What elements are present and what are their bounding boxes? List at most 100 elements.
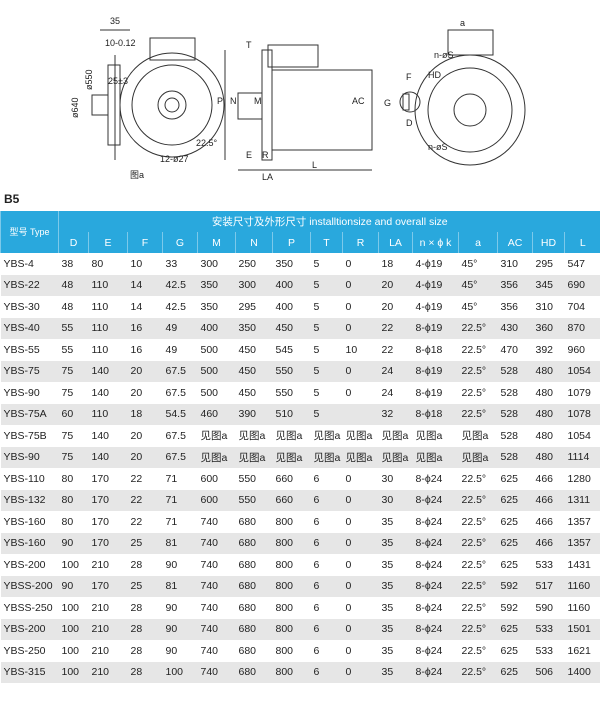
column-header: T [310, 232, 343, 253]
cell: 35 [378, 661, 413, 683]
column-header: M [197, 232, 236, 253]
cell: 42.5 [165, 300, 186, 313]
cell: 22.5° [458, 317, 498, 339]
cell: 10 [130, 257, 143, 270]
cell: 870 [564, 317, 600, 339]
cell: 450 [238, 386, 257, 399]
cell: 见图a [275, 430, 303, 443]
cell: 100 [61, 601, 80, 614]
cell: 71 [165, 515, 178, 528]
column-header: n × ϕ k [412, 232, 459, 253]
cell: 18 [381, 257, 394, 270]
cell: 67.5 [162, 446, 198, 468]
cell: 1501 [564, 618, 600, 640]
cell: 5 [310, 317, 343, 339]
column-header: HD [532, 232, 565, 253]
cell: 8-ϕ24 [412, 489, 459, 511]
cell: 625 [497, 661, 533, 683]
cell: 见图a [342, 446, 379, 468]
cell: 22.5° [461, 601, 487, 614]
cell: 6 [313, 515, 320, 528]
cell: YBS-160 [3, 515, 46, 528]
cell: 0 [342, 661, 379, 683]
cell: 8-ϕ24 [415, 601, 443, 614]
cell: 81 [162, 575, 198, 597]
cell: 680 [238, 515, 257, 528]
cell: 600 [197, 489, 236, 511]
cell: 680 [235, 618, 273, 640]
cell: 480 [535, 429, 554, 442]
cell: 6 [310, 661, 343, 683]
cell: 80 [61, 515, 74, 528]
cell: 740 [200, 558, 219, 571]
table-row: YBS-75 75 140 20 67.5 500 450 550 5 0 24 8-ϕ19 22.5°… [0, 360, 600, 382]
dim-label: N [230, 96, 237, 106]
cell: 22.5° [458, 489, 498, 511]
cell: 71 [165, 472, 178, 485]
cell: 1621 [567, 644, 591, 657]
cell: 400 [197, 317, 236, 339]
cell: 500 [197, 360, 236, 382]
cell: 480 [532, 446, 565, 468]
cell: 见图a [415, 430, 443, 443]
table-row: YBS-132 80 170 22 71 600 550 660 6 0 30 8-ϕ24 22.5° 6… [0, 489, 600, 511]
cell: 1357 [564, 532, 600, 554]
cell: 500 [200, 386, 219, 399]
cell: YBS-200 [3, 558, 46, 571]
column-header: D [58, 232, 89, 253]
end-view [399, 29, 526, 166]
table-row: YBS-200 100 210 28 90 740 680 800 6 0 35 8-ϕ24 22.5°… [0, 618, 600, 640]
cell: 345 [532, 274, 565, 296]
cell: YBS-55 [3, 343, 40, 356]
cell: 33 [165, 257, 178, 270]
dim-label: n-øS [434, 50, 454, 60]
dim-label: n-øS [428, 142, 448, 152]
cell: 740 [200, 515, 219, 528]
cell: 0 [345, 515, 352, 528]
dim-label: E [246, 150, 252, 160]
cell: 见图a [345, 430, 373, 443]
column-header: G [162, 232, 198, 253]
cell: 480 [532, 403, 565, 425]
table-row: YBS-160 80 170 22 71 740 680 800 6 0 35 8-ϕ24 22.5° 6… [1, 511, 600, 533]
cell: 20 [130, 429, 143, 442]
cell: 22 [127, 489, 163, 511]
cell: 见图a [461, 430, 489, 443]
table-row: YBS-90 75 140 20 67.5 见图a 见图a 见图a 见图a 见图a 见图a 见图a 见图… [0, 446, 600, 468]
cell: 90 [165, 601, 178, 614]
cell: 392 [535, 343, 554, 356]
cell: 22.5° [458, 403, 498, 425]
cell: 1054 [567, 429, 591, 442]
cell: 466 [535, 515, 554, 528]
cell: 450 [238, 343, 257, 356]
dim-label: R [262, 150, 269, 160]
cell: 140 [88, 446, 128, 468]
table-row: YBS-40 55 110 16 49 400 350 450 5 0 22 8-ϕ19 22.5° 43… [0, 317, 600, 339]
cell: 528 [500, 386, 519, 399]
side-view [224, 44, 373, 171]
cell: 100 [61, 558, 80, 571]
cell: 592 [500, 601, 519, 614]
cell: 6 [310, 532, 343, 554]
cell: 6 [313, 644, 320, 657]
cell: 480 [535, 386, 554, 399]
cell: 680 [235, 661, 273, 683]
cell: 0 [342, 317, 379, 339]
cell: 528 [497, 446, 533, 468]
cell: 20 [378, 274, 413, 296]
cell: 见图a [313, 430, 341, 443]
cell: 6 [313, 601, 320, 614]
cell: YBS-40 [0, 317, 59, 339]
cell: YBS-315 [0, 661, 59, 683]
cell: 625 [500, 472, 519, 485]
cell: 0 [342, 532, 379, 554]
column-header: N [235, 232, 273, 253]
cell: 590 [535, 601, 554, 614]
cell: 8-ϕ24 [415, 644, 443, 657]
cell: YBS-200 [0, 618, 59, 640]
table-row: YBS-75B 75 140 20 67.5 见图a 见图a 见图a 见图a 见图a 见图a 见图a 见… [1, 425, 600, 447]
cell: 35 [381, 601, 394, 614]
cell: 356 [497, 274, 533, 296]
table-row: YBS-22 48 110 14 42.5 350 300 400 5 0 20 4-ϕ19 45° 35… [0, 274, 600, 296]
cell: YBS-4 [3, 257, 34, 270]
